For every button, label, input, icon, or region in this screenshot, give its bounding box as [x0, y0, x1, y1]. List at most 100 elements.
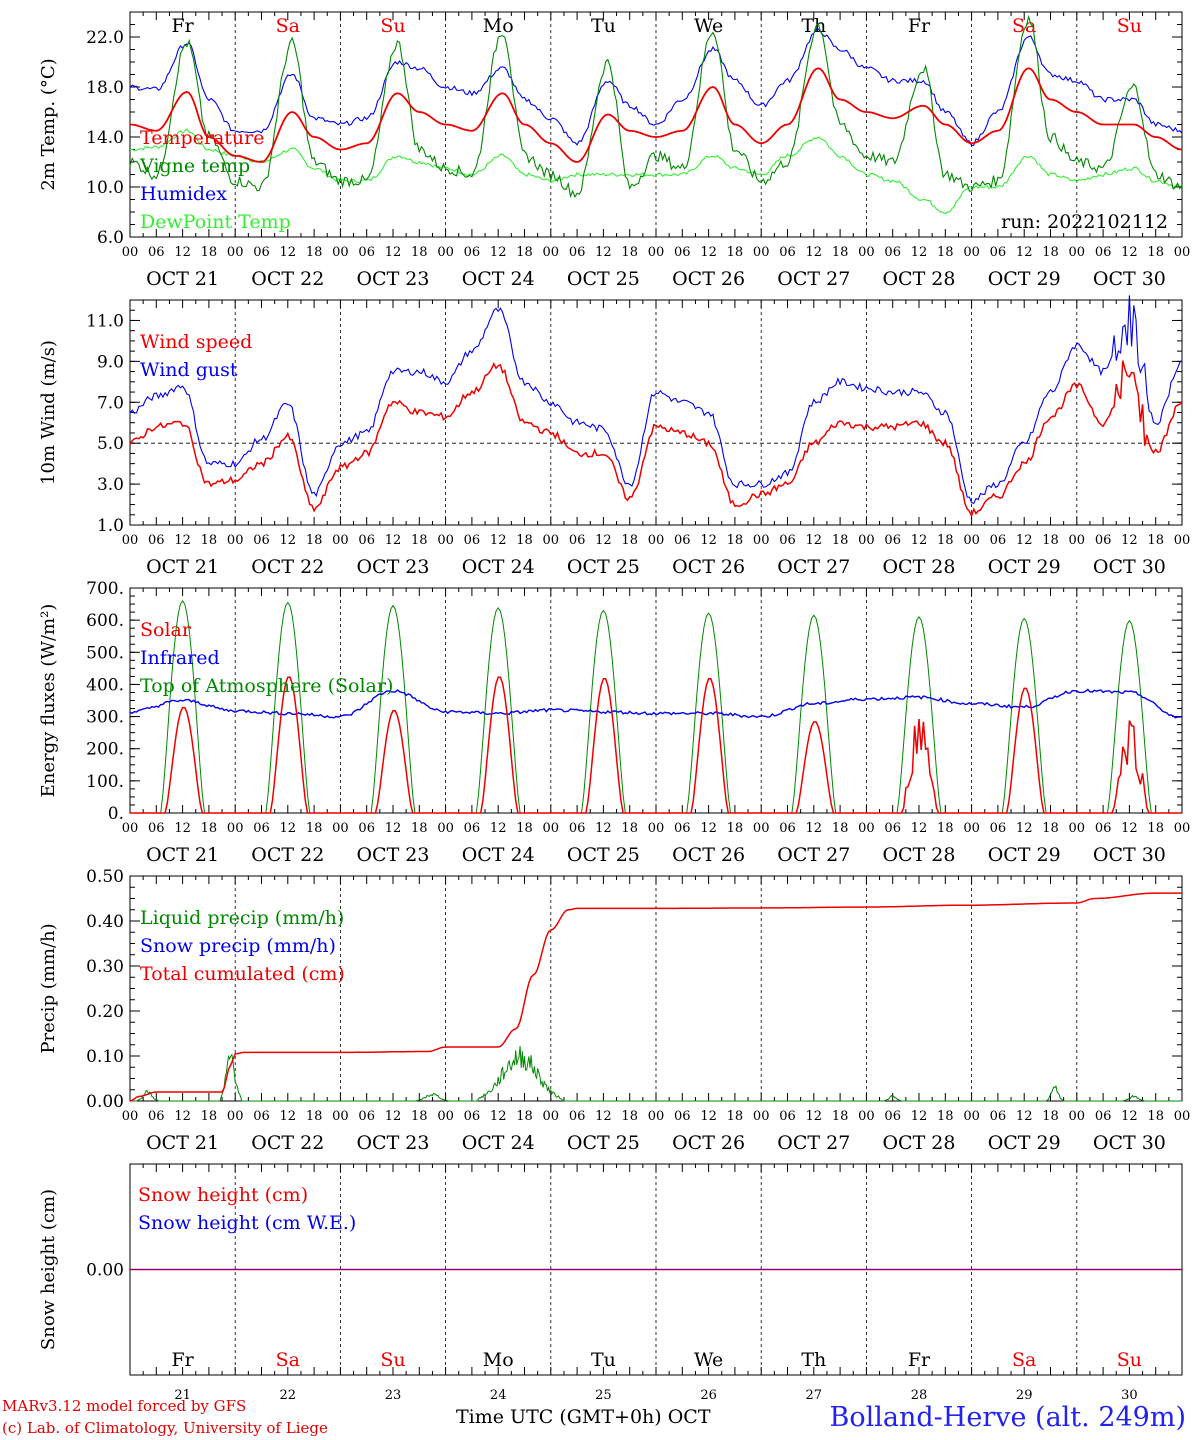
date-label: OCT 30	[1093, 556, 1166, 578]
date-label: OCT 25	[567, 556, 640, 578]
hour-tick-label: 12	[806, 245, 823, 260]
hour-tick-label: 00	[858, 533, 875, 548]
run-annotation: run: 2022102112	[1001, 211, 1168, 233]
infrared-line	[129, 688, 1183, 719]
hour-tick-label: 12	[1121, 1109, 1138, 1124]
date-label: OCT 29	[988, 268, 1061, 290]
hour-tick-label: 18	[727, 533, 744, 548]
legend-entry: Vigne temp	[139, 155, 250, 177]
y-tick-label: 5.0	[97, 434, 124, 454]
day-number-label: 26	[700, 1388, 717, 1403]
credit-lab: (c) Lab. of Climatology, University of L…	[2, 1419, 328, 1437]
hour-tick-label: 06	[1095, 533, 1112, 548]
hour-tick-label: 18	[306, 533, 323, 548]
hour-tick-label: 06	[148, 533, 165, 548]
hour-tick-label: 00	[648, 245, 665, 260]
hour-tick-label: 12	[174, 245, 191, 260]
hour-tick-label: 00	[227, 1109, 244, 1124]
legend-entry: Humidex	[140, 183, 227, 205]
hour-tick-label: 12	[911, 533, 928, 548]
y-tick-label: 9.0	[97, 352, 124, 372]
y-tick-label: 400.	[86, 675, 124, 695]
legend-entry: Solar	[140, 619, 192, 641]
date-label: OCT 29	[988, 844, 1061, 866]
date-label: OCT 21	[146, 844, 219, 866]
panel-frame	[129, 587, 1183, 814]
hour-tick-label: 00	[858, 821, 875, 836]
hour-tick-label: 18	[411, 533, 428, 548]
hour-tick-label: 06	[569, 1109, 586, 1124]
hour-tick-label: 18	[832, 245, 849, 260]
date-label: OCT 30	[1093, 268, 1166, 290]
y-tick-label: 0.00	[86, 1092, 124, 1112]
hour-tick-label: 06	[779, 1109, 796, 1124]
hour-tick-label: 00	[1069, 1109, 1086, 1124]
hour-tick-label: 06	[884, 1109, 901, 1124]
y-axis-label: 2m Temp. (°C)	[38, 58, 59, 190]
date-label: OCT 26	[672, 268, 745, 290]
hour-tick-label: 06	[674, 533, 691, 548]
hour-tick-label: 12	[174, 1109, 191, 1124]
hour-tick-label: 18	[1147, 1109, 1164, 1124]
date-label: OCT 27	[777, 1132, 850, 1154]
series-line-3	[129, 128, 1183, 215]
hour-tick-label: 00	[648, 533, 665, 548]
day-number-label: 23	[385, 1388, 402, 1403]
hour-tick-label: 12	[806, 533, 823, 548]
weekday-label: We	[694, 15, 723, 37]
hour-tick-label: 06	[464, 533, 481, 548]
hour-tick-label: 00	[648, 1109, 665, 1124]
series-line-2	[129, 28, 1183, 147]
hour-tick-label: 06	[358, 245, 375, 260]
date-label: OCT 26	[672, 556, 745, 578]
hour-tick-label: 18	[201, 1109, 218, 1124]
hour-tick-label: 06	[148, 1109, 165, 1124]
hour-tick-label: 18	[1147, 821, 1164, 836]
date-label: OCT 30	[1093, 1132, 1166, 1154]
series-line-0	[129, 67, 1183, 163]
hour-tick-label: 00	[858, 1109, 875, 1124]
hour-tick-label: 06	[569, 821, 586, 836]
y-tick-label: 0.00	[86, 1261, 124, 1281]
hour-tick-label: 06	[884, 533, 901, 548]
hour-tick-label: 06	[464, 245, 481, 260]
weekday-label: Su	[1117, 1349, 1142, 1371]
hour-tick-label: 00	[227, 245, 244, 260]
y-tick-label: 6.0	[97, 228, 124, 248]
weekday-label: Mo	[483, 15, 514, 37]
y-tick-label: 0.10	[86, 1047, 124, 1067]
hour-tick-label: 00	[227, 533, 244, 548]
hour-tick-label: 00	[1069, 533, 1086, 548]
date-label: OCT 24	[462, 1132, 535, 1154]
day-number-label: 29	[1016, 1388, 1033, 1403]
hour-tick-label: 00	[963, 245, 980, 260]
hour-tick-label: 00	[543, 821, 560, 836]
weekday-label: Sa	[1012, 1349, 1036, 1371]
hour-tick-label: 00	[1174, 821, 1191, 836]
hour-tick-label: 18	[727, 245, 744, 260]
day-number-label: 27	[806, 1388, 823, 1403]
day-number-label: 22	[280, 1388, 297, 1403]
y-axis-label: 10m Wind (m/s)	[38, 340, 59, 485]
date-label: OCT 25	[567, 1132, 640, 1154]
hour-tick-label: 18	[1042, 245, 1059, 260]
hour-tick-label: 12	[595, 533, 612, 548]
hour-tick-label: 06	[464, 1109, 481, 1124]
legend-entry: Infrared	[140, 647, 220, 669]
hour-tick-label: 12	[385, 533, 402, 548]
date-label: OCT 29	[988, 1132, 1061, 1154]
y-tick-label: 7.0	[97, 393, 124, 413]
hour-tick-label: 06	[358, 1109, 375, 1124]
date-label: OCT 25	[567, 844, 640, 866]
hour-tick-label: 00	[332, 533, 349, 548]
hour-tick-label: 06	[1095, 1109, 1112, 1124]
y-tick-label: 3.0	[97, 475, 124, 495]
date-label: OCT 27	[777, 268, 850, 290]
hour-tick-label: 06	[674, 1109, 691, 1124]
hour-tick-label: 18	[1042, 1109, 1059, 1124]
cumulated-line	[129, 892, 1182, 1102]
legend-entry: Total cumulated (cm)	[140, 963, 345, 985]
y-tick-label: 0.40	[86, 912, 124, 932]
weekday-label: Sa	[276, 1349, 300, 1371]
hour-tick-label: 12	[1121, 245, 1138, 260]
